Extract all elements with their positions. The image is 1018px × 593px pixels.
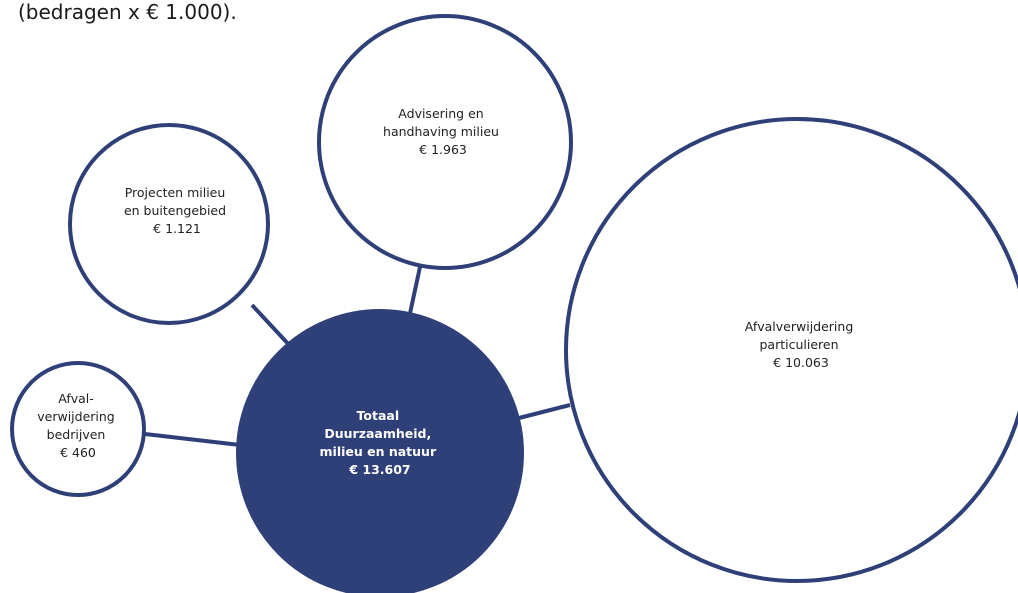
svg-text:Afval- verwijdering: Afval- verwijdering bedrijven € 460: [37, 391, 118, 460]
bubble-afval-bedrijven-line-3: bedrijven: [47, 427, 106, 442]
svg-text:Totaal Duurzaamheid,: Totaal Duurzaamheid, milieu en natuur € …: [320, 408, 441, 477]
bubble-afval-particulieren: Afvalverwijdering particulieren € 10.063: [564, 117, 1018, 583]
connector-afval-particulieren: [518, 403, 571, 420]
bubble-total-line-3: milieu en natuur: [320, 444, 437, 459]
connector-afval-bedrijven: [144, 432, 241, 447]
amounts-note: (bedragen x € 1.000).: [18, 0, 237, 24]
bubble-total-line-1: Totaal: [357, 408, 400, 423]
connectors: [144, 266, 571, 447]
bubble-afval-particulieren-circle: [564, 117, 1018, 583]
bubble-afval-bedrijven-circle: [10, 361, 146, 497]
bubble-projecten-line-2: en buitengebied: [124, 203, 226, 218]
bubble-afval-bedrijven-line-1: Afval-: [58, 391, 94, 406]
bubble-total-line-2: Duurzaamheid,: [324, 426, 431, 441]
svg-text:Afvalverwijdering partic: Afvalverwijdering particulieren € 10.063: [745, 319, 858, 370]
svg-text:Advisering en handhaving: Advisering en handhaving milieu € 1.963: [383, 106, 503, 157]
bubble-advisering-line-1: Advisering en: [398, 106, 483, 121]
bubble-projecten-circle: [68, 123, 270, 325]
bubble-total-value: € 13.607: [348, 462, 410, 477]
bubble-projecten: Projecten milieu en buitengebied € 1.121: [68, 123, 270, 325]
connector-advisering: [407, 266, 422, 319]
bubble-advisering-line-2: handhaving milieu: [383, 124, 499, 139]
bubble-total-circle: [236, 309, 524, 593]
bubble-afval-particulieren-line-2: particulieren: [759, 337, 838, 352]
bubble-advisering-value: € 1.963: [419, 142, 467, 157]
connector-projecten: [250, 303, 294, 350]
bubble-afval-bedrijven: Afval- verwijdering bedrijven € 460: [10, 361, 146, 497]
bubble-advisering: Advisering en handhaving milieu € 1.963: [317, 14, 573, 270]
svg-text:Projecten milieu en buit: Projecten milieu en buitengebied € 1.121: [124, 185, 230, 236]
bubble-afval-bedrijven-line-2: verwijdering: [37, 409, 115, 424]
bubble-afval-particulieren-line-1: Afvalverwijdering: [745, 319, 854, 334]
bubble-projecten-line-1: Projecten milieu: [125, 185, 226, 200]
bubble-advisering-circle: [317, 14, 573, 270]
bubble-afval-bedrijven-value: € 460: [60, 445, 96, 460]
bubble-afval-particulieren-value: € 10.063: [773, 355, 829, 370]
bubble-projecten-value: € 1.121: [153, 221, 201, 236]
bubble-total: Totaal Duurzaamheid, milieu en natuur € …: [236, 309, 524, 593]
